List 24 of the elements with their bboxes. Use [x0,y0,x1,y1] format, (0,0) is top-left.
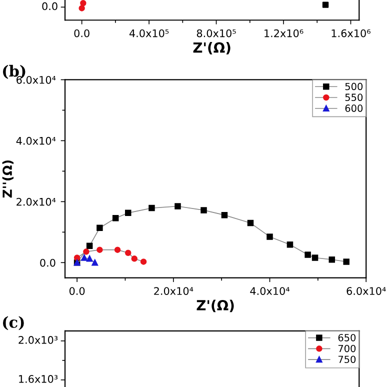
y-axis-title: Z''(Ω) [2,160,14,198]
x-tick-label: 2.0x10⁴ [154,287,194,295]
legend-label: 550 [345,94,363,102]
x-tick-label: 0.0 [74,29,90,38]
text: 1.6x10³ [19,375,58,383]
x-tick-label: 1.6x10⁶ [332,29,370,38]
x-tick-label: 8.0x10⁵ [196,29,236,38]
x-axis-title: Z'(Ω) [196,300,234,312]
x-tick-label: 6.0x10⁴ [346,287,386,295]
y-tick-label: 4.0x10⁴ [16,136,56,145]
x-tick-label: 0.0 [69,287,85,295]
legend-label: 750 [338,356,356,364]
legend-label: 650 [338,334,356,342]
legend-label: 700 [338,344,356,352]
text: (c) [2,316,24,330]
x-tick-label: 4.0x10⁴ [250,287,290,295]
legend-label: 600 [345,104,363,112]
y-tick-label: 2.0x10⁴ [16,198,56,206]
y-tick-label: 0.0 [40,258,56,267]
x-tick-label: 4.0x10⁵ [129,29,169,38]
x-tick-label: 1.2x10⁶ [264,29,304,38]
x-axis-title: Z'(Ω) [193,42,230,54]
text: 2.0x10³ [18,336,58,344]
legend-label: 500 [345,82,363,90]
